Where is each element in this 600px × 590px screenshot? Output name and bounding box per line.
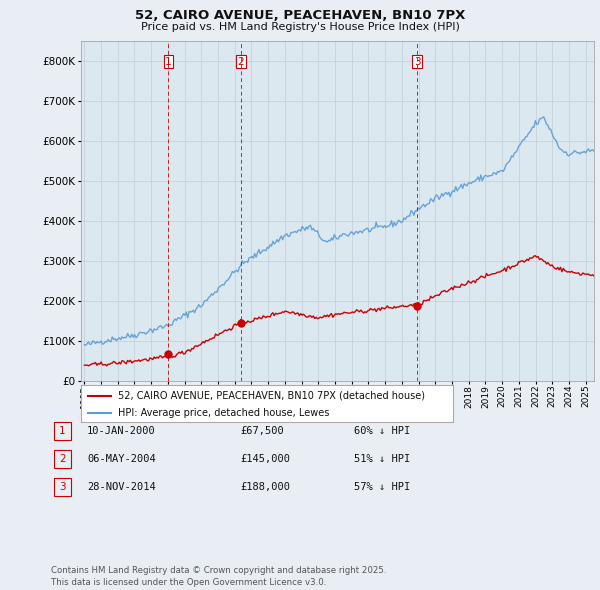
Text: 51% ↓ HPI: 51% ↓ HPI <box>354 454 410 464</box>
Text: 2: 2 <box>238 57 244 67</box>
Text: 2: 2 <box>59 454 66 464</box>
Text: 28-NOV-2014: 28-NOV-2014 <box>87 483 156 492</box>
Text: 06-MAY-2004: 06-MAY-2004 <box>87 454 156 464</box>
Text: £188,000: £188,000 <box>240 483 290 492</box>
Text: 52, CAIRO AVENUE, PEACEHAVEN, BN10 7PX: 52, CAIRO AVENUE, PEACEHAVEN, BN10 7PX <box>135 9 465 22</box>
Text: Contains HM Land Registry data © Crown copyright and database right 2025.
This d: Contains HM Land Registry data © Crown c… <box>51 566 386 587</box>
Text: £145,000: £145,000 <box>240 454 290 464</box>
Text: 3: 3 <box>414 57 421 67</box>
Text: 1: 1 <box>165 57 172 67</box>
Text: 52, CAIRO AVENUE, PEACEHAVEN, BN10 7PX (detached house): 52, CAIRO AVENUE, PEACEHAVEN, BN10 7PX (… <box>118 391 425 401</box>
Text: 57% ↓ HPI: 57% ↓ HPI <box>354 483 410 492</box>
Text: HPI: Average price, detached house, Lewes: HPI: Average price, detached house, Lewe… <box>118 408 329 418</box>
Text: Price paid vs. HM Land Registry's House Price Index (HPI): Price paid vs. HM Land Registry's House … <box>140 22 460 32</box>
Text: 3: 3 <box>59 483 66 492</box>
Text: £67,500: £67,500 <box>240 426 284 435</box>
Text: 10-JAN-2000: 10-JAN-2000 <box>87 426 156 435</box>
Text: 1: 1 <box>59 426 66 435</box>
Text: 60% ↓ HPI: 60% ↓ HPI <box>354 426 410 435</box>
